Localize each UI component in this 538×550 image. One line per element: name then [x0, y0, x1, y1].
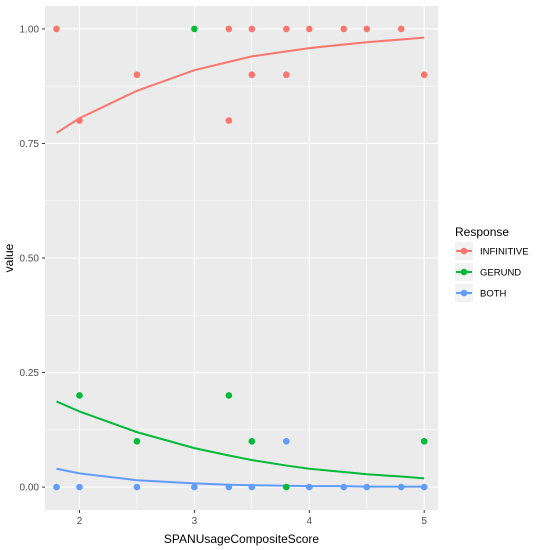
x-axis-title: SPANUsageCompositeScore — [164, 532, 320, 546]
infinitive-point — [225, 117, 233, 124]
gerund-point — [225, 392, 233, 399]
y-tick-label: 0.75 — [20, 139, 40, 150]
infinitive-point — [306, 25, 313, 33]
x-tick-label: 3 — [192, 516, 198, 527]
both-point — [225, 483, 233, 491]
major-grid — [45, 6, 438, 510]
legend-item-infinitive: INFINITIVE — [455, 242, 529, 260]
infinitive-point — [225, 25, 233, 33]
both-point — [53, 483, 60, 491]
y-tick-label: 1.00 — [20, 24, 40, 35]
infinitive-point — [363, 25, 371, 33]
both-point — [283, 437, 290, 445]
infinitive-point — [283, 71, 290, 79]
both-point — [363, 483, 371, 491]
legend-label-both: BOTH — [480, 289, 507, 300]
legend-item-both: BOTH — [455, 284, 507, 302]
y-axis: 0.00 0.25 0.50 0.75 1.00 — [20, 24, 45, 494]
legend-dot-both — [460, 289, 468, 297]
y-tick-label: 0.25 — [20, 368, 40, 379]
gerund-point — [248, 437, 256, 445]
y-tick-label: 0.50 — [20, 254, 40, 265]
both-point — [306, 483, 313, 491]
infinitive-point — [340, 25, 348, 33]
both-point — [191, 483, 198, 491]
gerund-point — [133, 437, 141, 445]
infinitive-point — [76, 117, 83, 124]
both-point — [248, 483, 256, 491]
both-point — [133, 483, 141, 491]
infinitive-point — [397, 25, 405, 33]
x-axis: 2 3 4 5 — [77, 510, 427, 527]
legend-dot-gerund — [460, 268, 468, 276]
both-point — [420, 483, 428, 491]
legend-label-gerund: GERUND — [480, 268, 521, 279]
y-axis-title: value — [2, 243, 16, 272]
x-tick-label: 2 — [77, 516, 83, 527]
both-point — [76, 483, 83, 491]
legend: Response INFINITIVE GERUND BOTH — [455, 225, 529, 302]
gerund-point — [420, 437, 428, 445]
gerund-fit-line — [56, 400, 425, 480]
infinitive-fit-line — [55, 36, 425, 134]
both-point — [340, 483, 348, 491]
fit-lines — [55, 36, 425, 488]
infinitive-point — [53, 25, 60, 33]
y-tick-label: 0.00 — [20, 483, 40, 494]
infinitive-point — [283, 25, 290, 33]
infinitive-point — [248, 71, 256, 79]
infinitive-point — [248, 25, 256, 33]
legend-dot-infinitive — [460, 247, 468, 255]
gerund-point — [76, 392, 83, 399]
both-point — [397, 483, 405, 491]
infinitive-point — [420, 71, 428, 79]
legend-item-gerund: GERUND — [455, 263, 521, 281]
x-tick-label: 5 — [421, 516, 427, 527]
gerund-point — [283, 483, 290, 491]
legend-label-infinitive: INFINITIVE — [480, 247, 529, 258]
x-tick-label: 4 — [307, 516, 313, 527]
data-points — [53, 25, 428, 491]
gerund-point — [191, 25, 198, 33]
both-fit-line — [56, 467, 425, 488]
legend-title: Response — [455, 225, 509, 239]
infinitive-point — [133, 71, 141, 79]
